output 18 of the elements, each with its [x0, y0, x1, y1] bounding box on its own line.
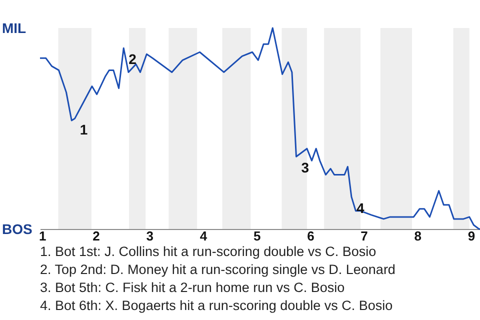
x-tick-label: 5: [253, 228, 261, 244]
text: 2. Top 2nd: D. Money hit a run-scoring single vs D. Leonard: [40, 261, 396, 279]
text: BOS: [2, 221, 32, 237]
x-tick-label: 4: [200, 228, 208, 244]
x-tick-label: 1: [39, 228, 46, 244]
x-tick-label: 3: [146, 228, 154, 244]
text: 4. Bot 6th: X. Bogaerts hit a run-scoring double vs C. Bosio: [40, 297, 394, 315]
x-tick-label: 9: [468, 228, 476, 244]
text: 1. Bot 1st: J. Collins hit a run-scoring double vs C. Bosio: [40, 243, 378, 261]
text: MIL: [2, 20, 26, 36]
annotation: 1: [80, 121, 88, 138]
x-tick-label: 8: [414, 228, 422, 244]
text: 3. Bot 5th: C. Fisk hit a 2-run home run vs C. Bosio: [40, 279, 346, 297]
annotation: 2: [128, 51, 137, 68]
x-tick-label: 6: [307, 228, 314, 244]
x-tick-label: 2: [92, 228, 100, 244]
x-tick-label: 7: [360, 228, 368, 244]
annotation: 3: [301, 160, 310, 176]
